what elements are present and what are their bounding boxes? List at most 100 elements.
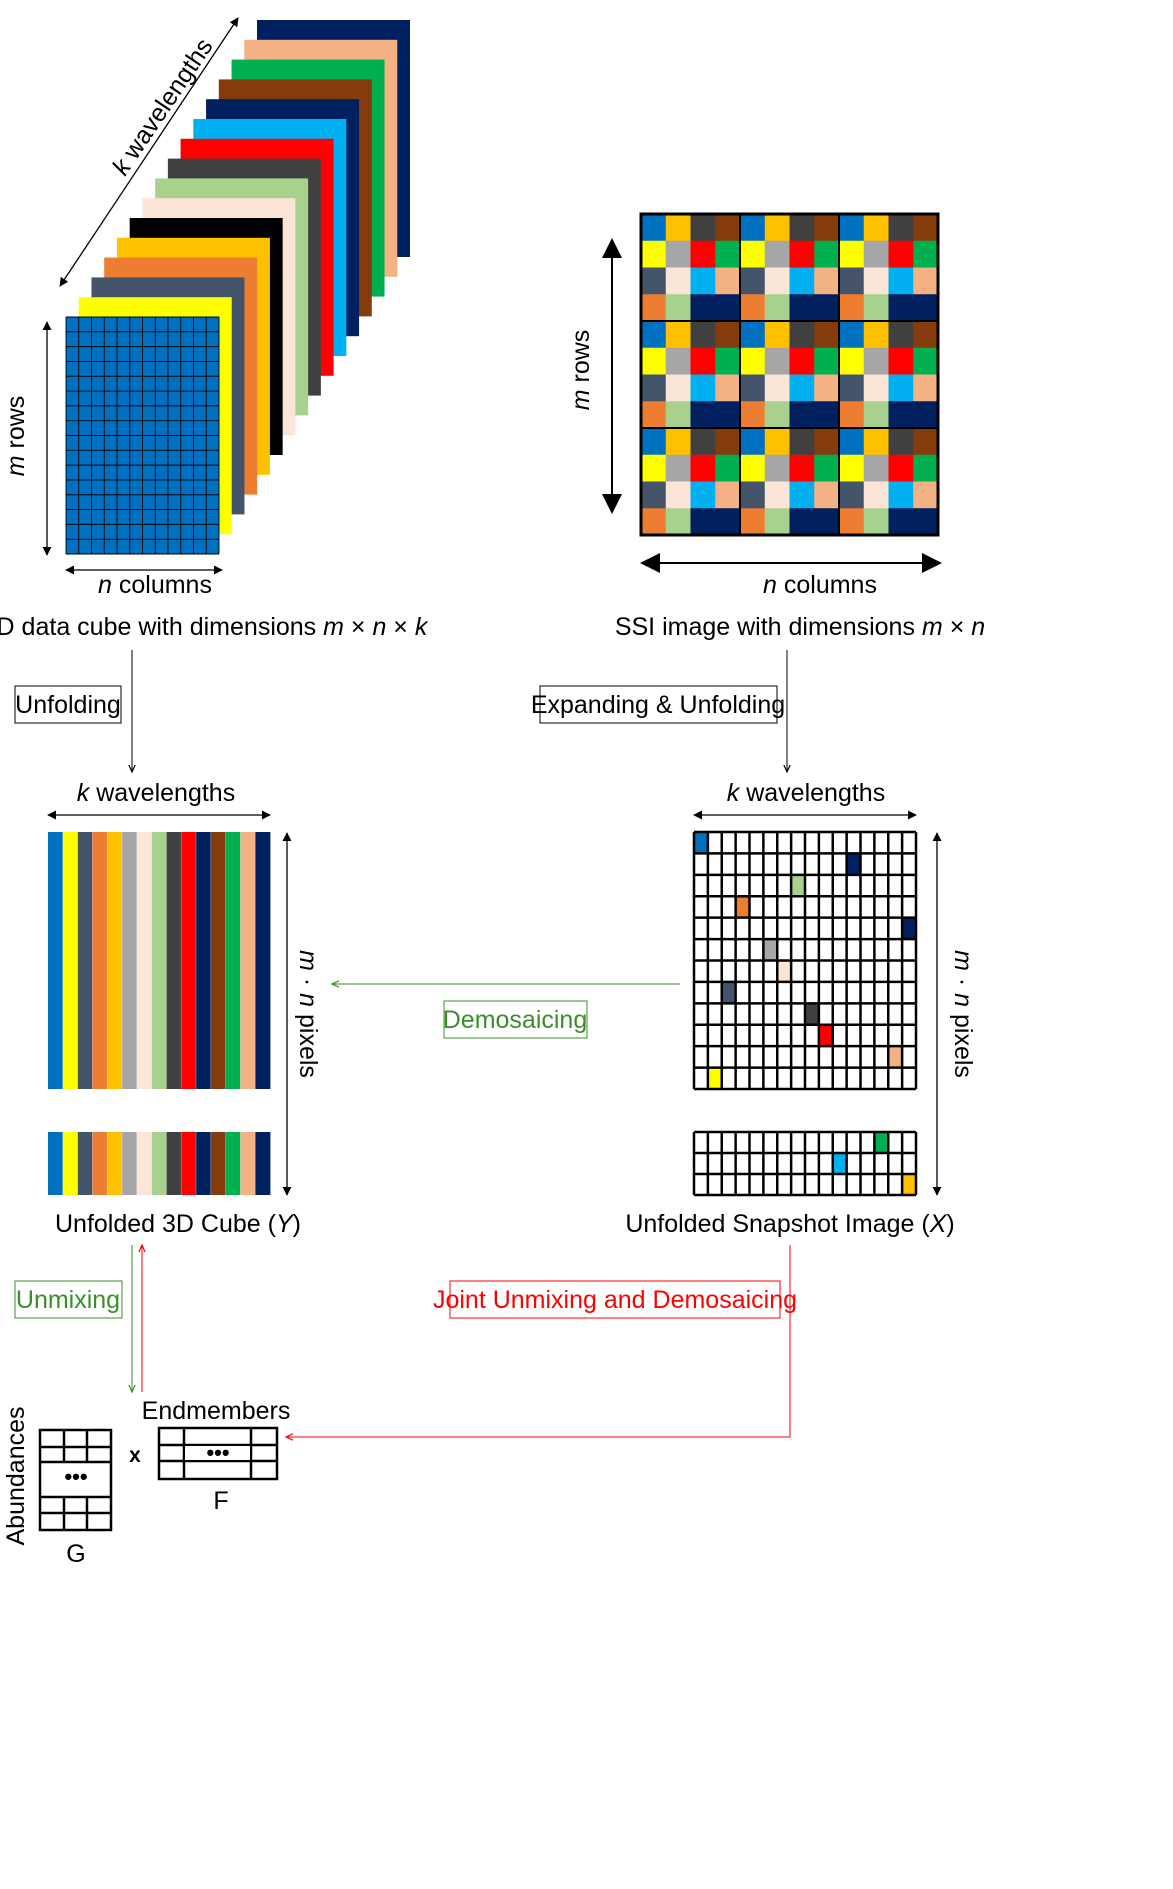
mosaic-cell — [888, 401, 914, 429]
mosaic-cell — [690, 428, 716, 456]
mosaic-cell — [888, 347, 914, 375]
unfolded-cube-bands-top — [48, 832, 271, 1089]
mosaic-cell — [863, 508, 889, 536]
mosaic-cell — [814, 267, 840, 295]
mosaic-cell — [641, 321, 667, 349]
mosaic-cell — [740, 214, 766, 242]
mosaic-cell — [690, 321, 716, 349]
mosaic-cell — [814, 454, 840, 482]
mosaic-cell — [814, 374, 840, 402]
mosaic-cell — [764, 294, 790, 322]
mosaic-cell — [764, 481, 790, 509]
mosaic-cell — [740, 481, 766, 509]
data-cube-front-grid — [65, 316, 220, 555]
mosaic-cell — [764, 347, 790, 375]
spectral-band — [255, 832, 271, 1089]
matrix-g-ellipsis: ••• — [64, 1464, 87, 1489]
mosaic-cell — [888, 321, 914, 349]
mosaic-cell — [764, 240, 790, 268]
spectral-band — [62, 832, 78, 1089]
snapshot-filled-cell — [763, 939, 778, 961]
mosaic-cell — [863, 214, 889, 242]
mosaic-cell — [888, 374, 914, 402]
mosaic-cell — [715, 374, 741, 402]
mosaic-cell — [740, 374, 766, 402]
mosaic-cell — [715, 401, 741, 429]
mosaic-cell — [913, 481, 939, 509]
ssi-m-rows-label: m rows — [567, 330, 595, 411]
mosaic-cell — [641, 347, 667, 375]
spectral-band — [225, 832, 241, 1089]
spectral-band — [151, 1132, 167, 1195]
spectral-band — [92, 832, 108, 1089]
mosaic-cell — [863, 321, 889, 349]
mosaic-cell — [641, 428, 667, 456]
snapshot-filled-cell — [707, 1067, 722, 1089]
expanding-box: Expanding & Unfolding — [531, 685, 785, 724]
mosaic-cell — [839, 454, 865, 482]
matrix-f-label: F — [213, 1487, 228, 1515]
mosaic-cell — [764, 321, 790, 349]
snapshot-filled-cell — [832, 1153, 847, 1174]
spectral-band — [210, 832, 226, 1089]
mosaic-cell — [839, 347, 865, 375]
mosaic-cell — [641, 214, 667, 242]
unfolded-cube-bands-bottom — [48, 1132, 271, 1195]
snapshot-filled-cell — [805, 1003, 819, 1025]
snapshot-filled-cell — [791, 874, 805, 897]
mosaic-cell — [665, 428, 691, 456]
mosaic-cell — [814, 347, 840, 375]
mosaic-cell — [740, 294, 766, 322]
mosaic-cell — [888, 508, 914, 536]
spectral-band — [240, 1132, 256, 1195]
mosaic-cell — [839, 508, 865, 536]
spectral-band — [255, 1132, 271, 1195]
unfolded-snapshot-wavelength-label: k wavelengths — [727, 779, 885, 807]
mosaic-cell — [814, 401, 840, 429]
spectral-band — [151, 832, 167, 1089]
ssi-mosaic-image — [639, 212, 940, 537]
mosaic-cell — [665, 347, 691, 375]
mosaic-cell — [863, 347, 889, 375]
mosaic-cell — [888, 214, 914, 242]
mosaic-cell — [690, 267, 716, 295]
mosaic-cell — [641, 401, 667, 429]
mosaic-cell — [839, 214, 865, 242]
snapshot-filled-cell — [735, 896, 750, 918]
unfolded-snapshot-caption: Unfolded Snapshot Image (X) — [625, 1210, 954, 1238]
mosaic-cell — [863, 401, 889, 429]
unfolded-cube-pixels-label: m · n pixels — [294, 950, 322, 1078]
endmember-matrix-f — [157, 1426, 279, 1481]
mosaic-cell — [665, 214, 691, 242]
mosaic-cell — [740, 267, 766, 295]
mosaic-cell — [764, 267, 790, 295]
unfolding-label: Unfolding — [15, 691, 121, 719]
mosaic-cell — [740, 321, 766, 349]
mosaic-cell — [789, 508, 815, 536]
mosaic-cell — [839, 294, 865, 322]
mosaic-cell — [789, 294, 815, 322]
mosaic-cell — [814, 508, 840, 536]
mosaic-cell — [764, 374, 790, 402]
mosaic-cell — [690, 508, 716, 536]
spectral-band — [92, 1132, 108, 1195]
snapshot-filled-cell — [818, 1024, 833, 1047]
spectral-band — [196, 832, 212, 1089]
mosaic-cell — [863, 374, 889, 402]
mosaic-cell — [715, 347, 741, 375]
matrix-g-label: G — [66, 1540, 85, 1568]
mosaic-cell — [913, 321, 939, 349]
mosaic-cell — [863, 267, 889, 295]
mosaic-cell — [888, 428, 914, 456]
matrix-f-ellipsis: ••• — [206, 1440, 229, 1465]
mosaic-cell — [641, 374, 667, 402]
mosaic-cell — [764, 454, 790, 482]
spectral-band — [107, 1132, 123, 1195]
mosaic-cell — [665, 374, 691, 402]
joint-unmixing-box: Joint Unmixing and Demosaicing — [433, 1280, 797, 1319]
mosaic-cell — [740, 347, 766, 375]
mosaic-cell — [715, 294, 741, 322]
mosaic-cell — [888, 454, 914, 482]
mosaic-cell — [863, 428, 889, 456]
